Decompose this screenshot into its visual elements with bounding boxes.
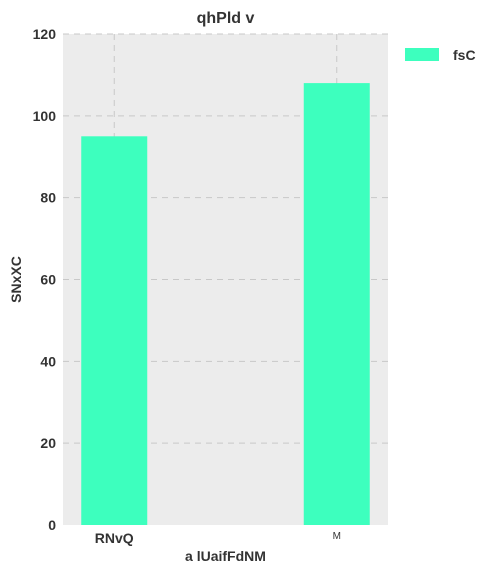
y-tick-label: 80 [40, 190, 56, 206]
legend: fsC [405, 47, 476, 63]
x-tick-label: RNvQ [95, 530, 134, 546]
y-tick-label: 0 [48, 517, 56, 533]
bar-rnvq [81, 136, 148, 525]
x-axis-ticks: RNvQ M [95, 530, 341, 546]
y-tick-label: 120 [33, 26, 57, 42]
y-tick-label: 20 [40, 435, 56, 451]
y-tick-label: 100 [33, 108, 57, 124]
y-tick-label: 40 [40, 353, 56, 369]
legend-swatch [405, 48, 439, 61]
bar-m [303, 83, 370, 525]
chart-title: qhPld v [197, 10, 255, 27]
x-axis-label: a lUaifFdNM [185, 548, 266, 564]
legend-label: fsC [453, 47, 476, 63]
y-axis-ticks: 0 20 40 60 80 100 120 [33, 26, 57, 533]
y-axis-label: SNxXC [8, 256, 24, 303]
bars [81, 83, 370, 525]
y-tick-label: 60 [40, 272, 56, 288]
x-tick-label: M [333, 531, 341, 542]
